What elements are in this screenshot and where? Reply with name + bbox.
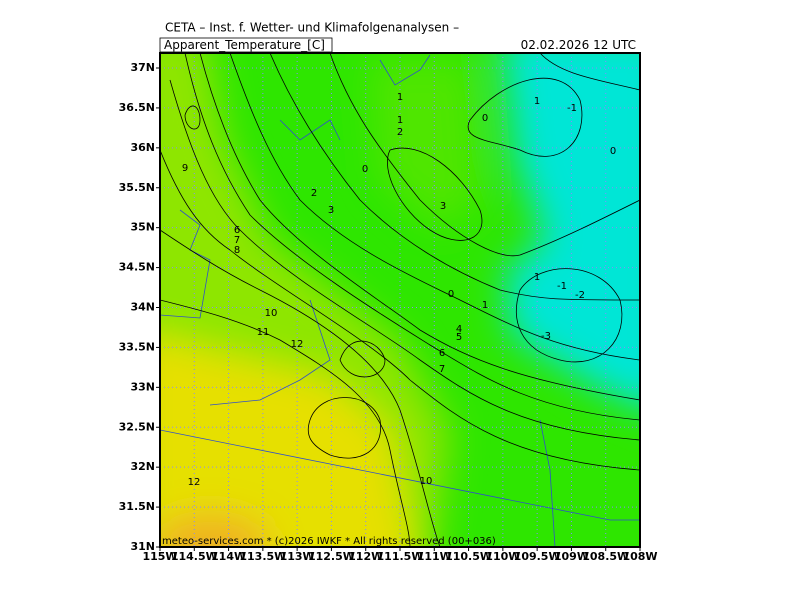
graticule <box>160 53 640 547</box>
lat-label: 31N <box>130 540 155 553</box>
field-zone <box>160 515 270 547</box>
contour-label: 12 <box>291 339 304 350</box>
contour-label: 7 <box>234 235 240 246</box>
contours <box>160 53 640 547</box>
lon-label: 108W <box>622 550 657 563</box>
boundary <box>160 429 640 521</box>
contour-label: 1 <box>482 300 488 311</box>
axes: 37N 36.5N 36N 35.5N 35N 34.5N 34N 33.5N 33N 32.5N… <box>119 61 658 563</box>
contour-label: 10 <box>265 308 278 319</box>
contour-label: 0 <box>482 113 488 124</box>
contour-line <box>160 149 640 471</box>
contour-label: 1 <box>397 92 403 103</box>
contour-label: 1 <box>534 96 540 107</box>
lon-label: 109W <box>554 550 589 563</box>
contour-label: 3 <box>328 205 334 216</box>
field-zone <box>160 337 414 547</box>
lon-label: 110W <box>485 550 520 563</box>
boundary <box>279 119 341 141</box>
contour-label: 7 <box>439 364 445 375</box>
contour-label: -1 <box>557 281 567 292</box>
datetime: 02.02.2026 12 UTC <box>521 38 636 52</box>
lon-label: 113W <box>280 550 315 563</box>
lat-label: 31.5N <box>119 500 155 513</box>
lon-label: 113.5W <box>239 550 286 563</box>
lon-label: 111W <box>417 550 452 563</box>
contour-line <box>169 79 640 441</box>
contour-line <box>516 268 623 363</box>
lon-label: 109.5W <box>514 550 561 563</box>
lon-label: 112W <box>348 550 383 563</box>
boundary <box>209 299 331 406</box>
contour-line <box>184 53 640 421</box>
contour-label: 3 <box>440 201 446 212</box>
contour-label: 0 <box>362 164 368 175</box>
lon-label: 115W <box>142 550 177 563</box>
contour-label: 9 <box>182 163 188 174</box>
contour-label: 10 <box>420 476 433 487</box>
field <box>160 53 640 547</box>
lat-label: 37N <box>130 61 155 74</box>
copyright: meteo-services.com * (c)2026 IWKF * All … <box>162 536 496 547</box>
contour-label: 2 <box>311 188 317 199</box>
boundary <box>539 419 556 547</box>
lat-label: 32N <box>130 460 155 473</box>
contour-label: 4 <box>456 324 462 335</box>
contour-line <box>160 299 411 547</box>
boundary <box>160 209 211 319</box>
lat-label: 34.5N <box>119 261 155 274</box>
boundaries <box>160 54 640 547</box>
contour-label: 11 <box>257 327 270 338</box>
lon-label: 112.5W <box>308 550 355 563</box>
contour-line <box>229 53 640 361</box>
contour-label: 12 <box>188 477 201 488</box>
boundary <box>379 54 431 86</box>
contour-line <box>184 105 201 130</box>
lat-label: 35N <box>130 221 155 234</box>
lat-label: 35.5N <box>119 181 155 194</box>
contour-label: 0 <box>448 289 454 300</box>
contour-label: 5 <box>456 332 462 343</box>
contour-line <box>199 53 640 401</box>
lon-label: 114W <box>211 550 246 563</box>
lat-label: 32.5N <box>119 420 155 433</box>
contour-line <box>269 53 640 301</box>
title: CETA – Inst. f. Wetter- und Klimafolgena… <box>165 21 459 35</box>
lat-label: 34N <box>130 301 155 314</box>
contour-label: 1 <box>534 272 540 283</box>
contour-line <box>339 340 386 378</box>
contour-line <box>539 53 640 91</box>
contour-line <box>160 229 441 547</box>
parameter: Apparent_Temperature_[C] <box>164 38 325 52</box>
contour-label: 6 <box>439 348 445 359</box>
lat-label: 33.5N <box>119 340 155 353</box>
contour-label: -3 <box>541 331 551 342</box>
contour-label: 8 <box>234 245 240 256</box>
lat-label: 36.5N <box>119 101 155 114</box>
lat-label: 33N <box>130 380 155 393</box>
contour-label: 2 <box>397 127 403 138</box>
lat-label: 36N <box>130 141 155 154</box>
contour-line <box>307 397 382 459</box>
lon-label: 110.5W <box>445 550 492 563</box>
contour-label: 1 <box>397 115 403 126</box>
contour-label: -2 <box>575 290 585 301</box>
lon-label: 108.5W <box>582 550 629 563</box>
lon-label: 114.5W <box>171 550 218 563</box>
contour-label: 0 <box>610 146 616 157</box>
contour-label: 6 <box>234 225 240 236</box>
contour-label: -1 <box>567 103 577 114</box>
contour-line <box>387 147 483 241</box>
lon-label: 111.5W <box>377 550 424 563</box>
contour-line <box>467 77 583 157</box>
